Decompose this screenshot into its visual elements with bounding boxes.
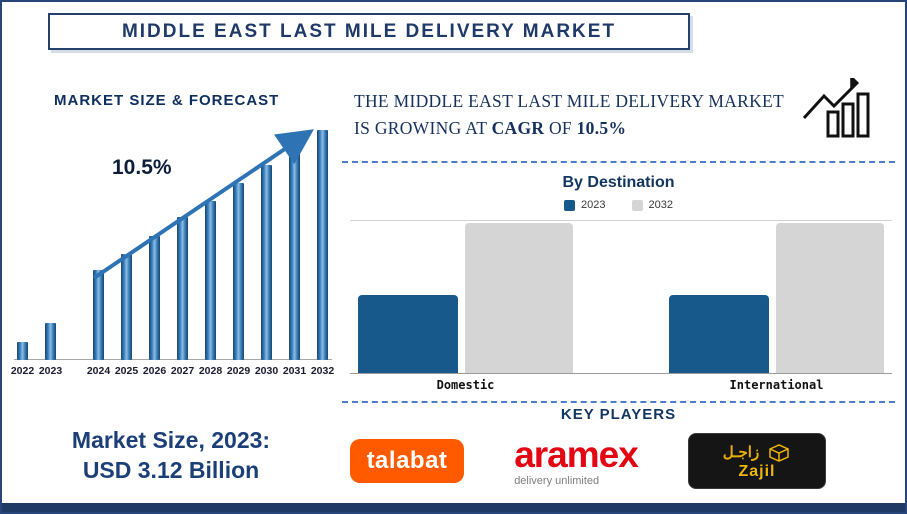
cagr-annotation: 10.5% bbox=[112, 156, 172, 179]
headline-cagr-word: CAGR bbox=[491, 118, 545, 139]
destination-legend: 2023 2032 bbox=[342, 199, 895, 211]
package-box-icon bbox=[769, 443, 789, 462]
market-size-line2: USD 3.12 Billion bbox=[82, 456, 260, 483]
zajil-logo-text: Zajil bbox=[738, 462, 776, 480]
market-size-line1: Market Size, 2023: bbox=[71, 427, 271, 453]
destination-category-label: Domestic bbox=[436, 378, 495, 392]
forecast-year-label: 2031 bbox=[282, 365, 307, 377]
forecast-column-2022: 2022 bbox=[10, 118, 35, 380]
forecast-year-label: 2025 bbox=[114, 365, 139, 377]
legend-item-2032: 2032 bbox=[631, 199, 673, 211]
forecast-year-label: 2030 bbox=[254, 365, 279, 377]
forecast-column-2025: 2025 bbox=[114, 118, 139, 380]
market-size-callout: Market Size, 2023: USD 3.12 Billion bbox=[6, 426, 336, 486]
key-players-title: KEY PLAYERS bbox=[560, 406, 677, 423]
forecast-year-label: 2029 bbox=[226, 365, 251, 377]
title-banner: MIDDLE EAST LAST MILE DELIVERY MARKET bbox=[48, 13, 690, 50]
forecast-bar-2025 bbox=[121, 254, 132, 360]
zajil-arabic-text: زاجـل bbox=[722, 443, 760, 461]
forecast-column-2023: 2023 bbox=[38, 118, 63, 380]
forecast-chart: 2022 2023 2024 2025 2026 2027 2028 2029 2030 2031… bbox=[10, 118, 335, 380]
forecast-year-label: 2027 bbox=[170, 365, 195, 377]
forecast-column-2032: 2032 bbox=[310, 118, 335, 380]
forecast-bar-2023 bbox=[45, 323, 56, 360]
page-title: MIDDLE EAST LAST MILE DELIVERY MARKET bbox=[121, 20, 617, 42]
forecast-bar-2032 bbox=[317, 130, 328, 360]
forecast-year-label: 2028 bbox=[198, 365, 223, 377]
forecast-baseline bbox=[14, 359, 332, 360]
destination-bar-domestic-2023 bbox=[358, 295, 458, 373]
forecast-year-label: 2026 bbox=[142, 365, 167, 377]
growth-chart-icon bbox=[802, 78, 870, 138]
headline-cagr-value: 10.5% bbox=[576, 118, 627, 139]
key-players-logos: talabat aramex delivery unlimited زاجـل … bbox=[350, 430, 826, 492]
aramex-logo-text: aramex bbox=[514, 433, 639, 475]
forecast-year-label: 2022 bbox=[10, 365, 35, 377]
dashed-divider-bottom bbox=[342, 401, 895, 403]
legend-label: 2032 bbox=[648, 199, 673, 211]
destination-group-domestic bbox=[358, 223, 573, 373]
headline-prefix: THE MIDDLE EAST LAST MILE DELIVERY MARKE… bbox=[354, 91, 784, 139]
talabat-logo: talabat bbox=[350, 439, 464, 483]
forecast-bar-2029 bbox=[233, 183, 244, 360]
destination-bar-international-2032 bbox=[776, 223, 884, 373]
legend-swatch bbox=[564, 199, 576, 211]
forecast-year-label: 2032 bbox=[310, 365, 335, 377]
destination-bar-international-2023 bbox=[669, 295, 769, 373]
forecast-bar-2027 bbox=[177, 217, 188, 360]
destination-labels: Domestic International bbox=[350, 378, 892, 392]
forecast-column-2026: 2026 bbox=[142, 118, 167, 380]
destination-bar-domestic-2032 bbox=[465, 223, 573, 373]
legend-item-2023: 2023 bbox=[564, 199, 606, 211]
forecast-year-label: 2023 bbox=[38, 365, 63, 377]
destination-plot bbox=[350, 220, 892, 374]
destination-chart-title: By Destination bbox=[562, 174, 675, 191]
destination-group-international bbox=[669, 223, 884, 373]
aramex-logo: aramex delivery unlimited bbox=[514, 433, 639, 487]
forecast-bar-2026 bbox=[149, 236, 160, 360]
forecast-column-2029: 2029 bbox=[226, 118, 251, 380]
forecast-bar-2024 bbox=[93, 270, 104, 360]
destination-category-label: International bbox=[729, 378, 824, 392]
footer-bar bbox=[2, 503, 905, 512]
zajil-logo: زاجـل Zajil bbox=[687, 433, 826, 489]
headline-middle: OF bbox=[544, 118, 577, 139]
legend-label: 2023 bbox=[581, 199, 606, 211]
forecast-bar-2031 bbox=[289, 148, 300, 360]
forecast-column-2027: 2027 bbox=[170, 118, 195, 380]
forecast-bar-2030 bbox=[261, 165, 272, 360]
dashed-divider-top bbox=[342, 161, 895, 163]
talabat-logo-text: talabat bbox=[366, 447, 448, 474]
forecast-year-label: 2024 bbox=[86, 365, 111, 377]
aramex-tagline: delivery unlimited bbox=[514, 474, 600, 487]
forecast-bar-2028 bbox=[205, 201, 216, 360]
forecast-section-title: MARKET SIZE & FORECAST bbox=[54, 92, 280, 109]
forecast-bar-2022 bbox=[17, 342, 28, 360]
forecast-column-2024: 2024 bbox=[86, 118, 111, 380]
headline-text: THE MIDDLE EAST LAST MILE DELIVERY MARKE… bbox=[354, 88, 786, 142]
forecast-column-2028: 2028 bbox=[198, 118, 223, 380]
forecast-column-2030: 2030 bbox=[254, 118, 279, 380]
forecast-bars: 2022 2023 2024 2025 2026 2027 2028 2029 2030 2031… bbox=[10, 118, 335, 380]
legend-swatch bbox=[631, 199, 643, 211]
forecast-column-2031: 2031 bbox=[282, 118, 307, 380]
